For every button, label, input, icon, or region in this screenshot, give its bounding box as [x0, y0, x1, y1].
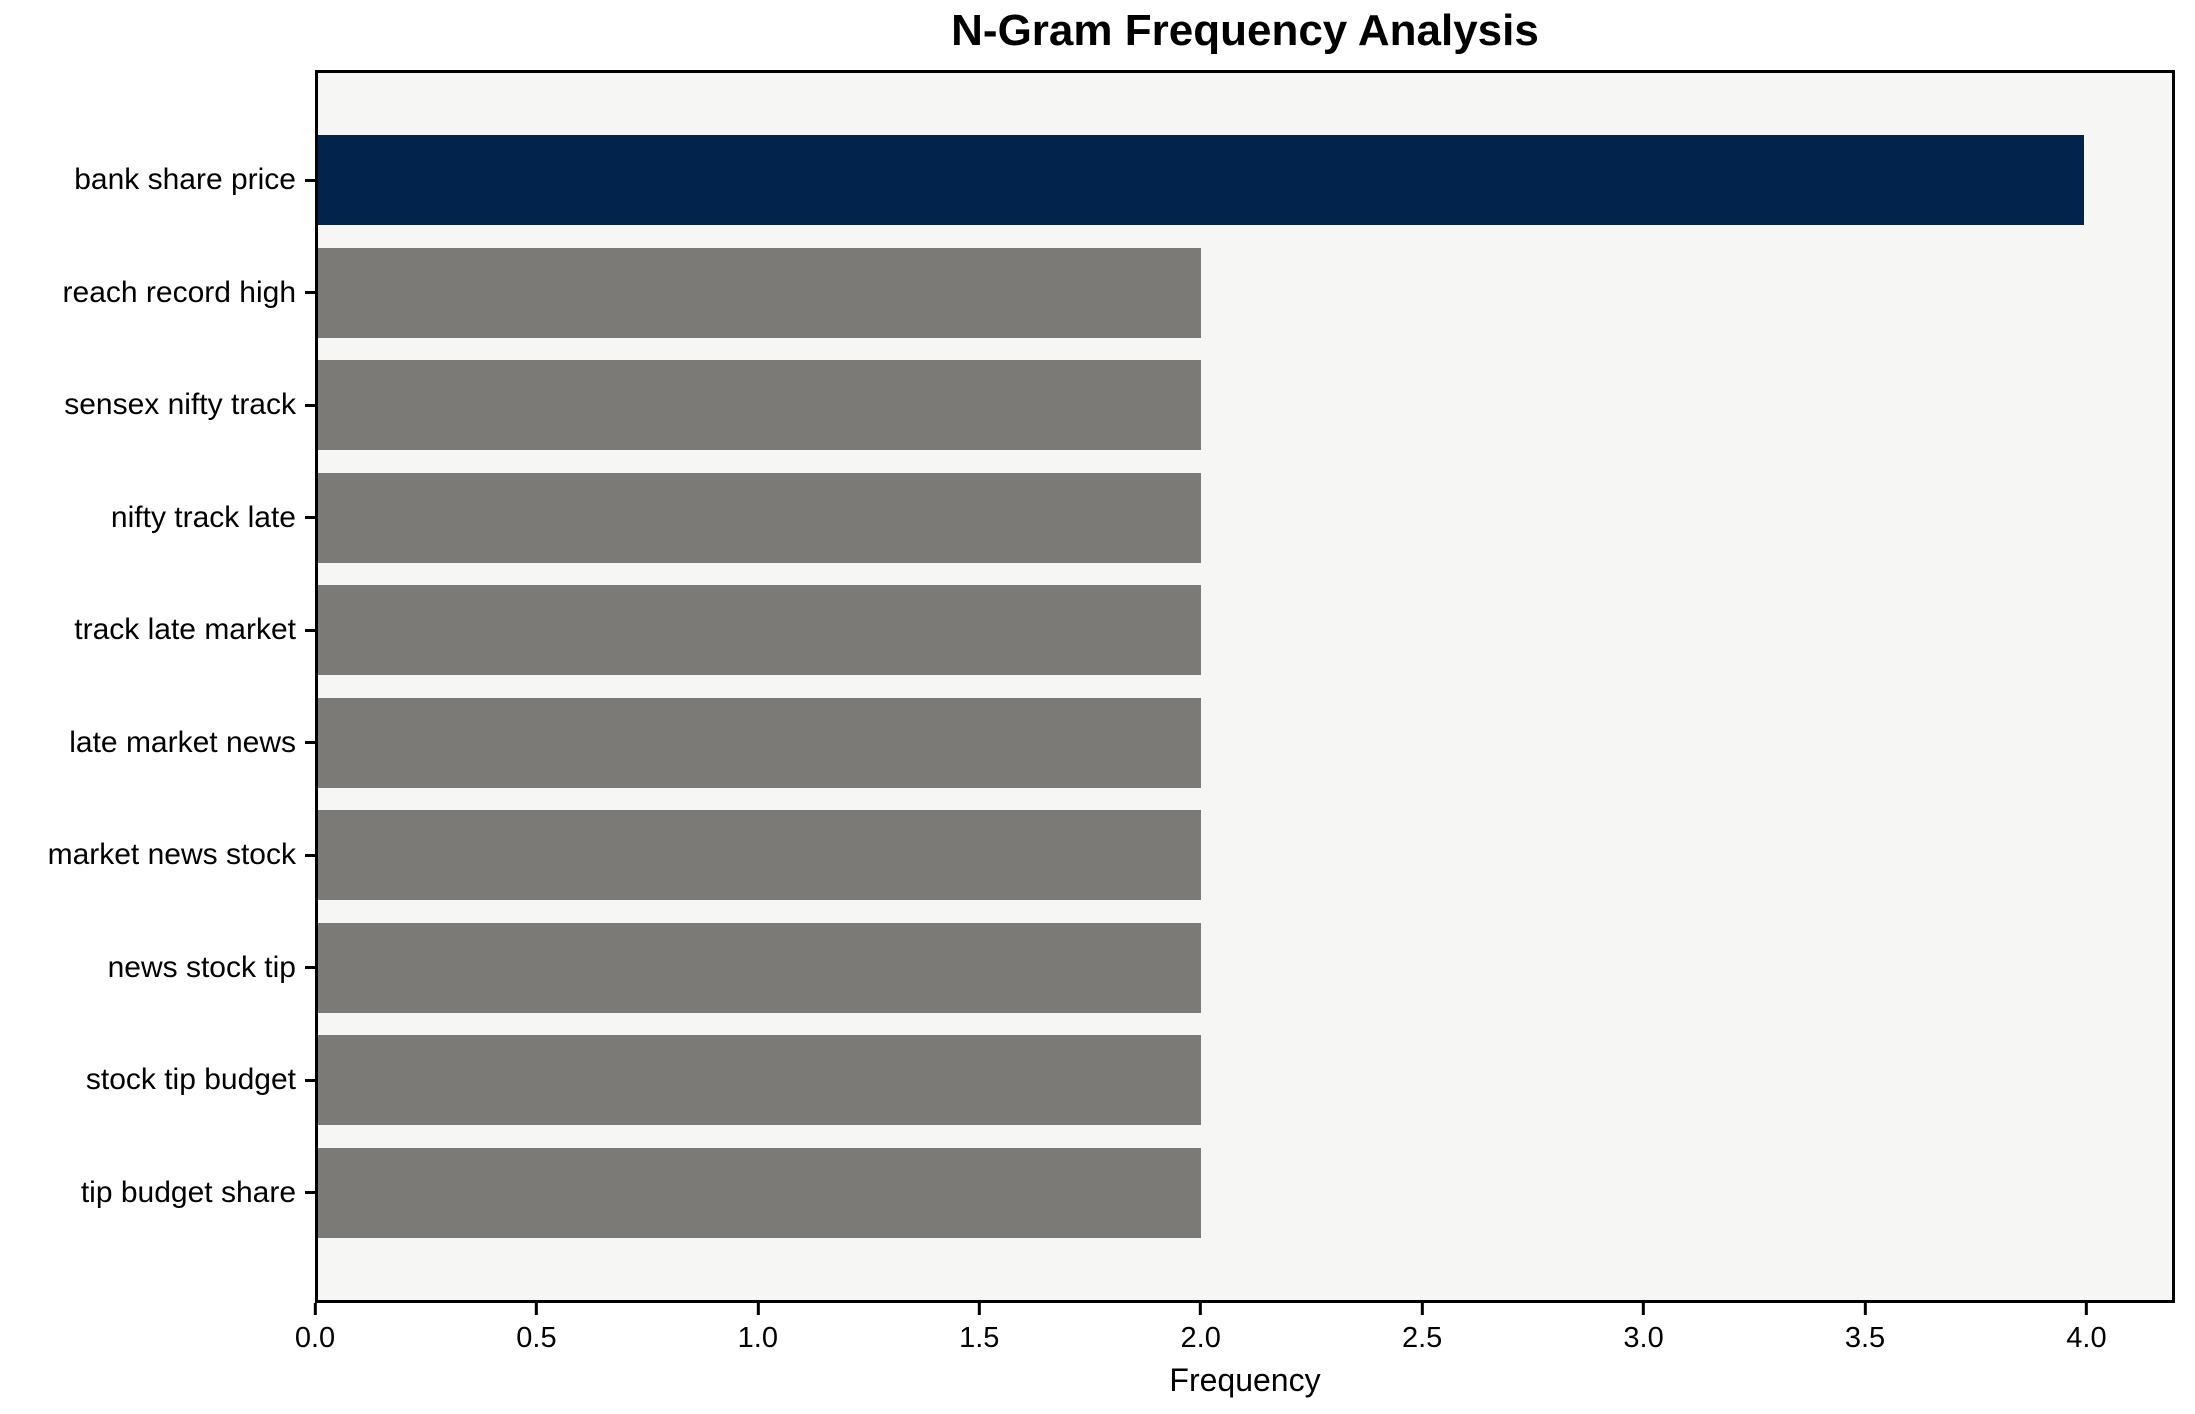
y-tick-mark: [305, 853, 315, 857]
x-tick: 2.0: [1181, 1303, 1221, 1355]
y-tick-row: late market news: [0, 687, 315, 800]
y-tick-row: market news stock: [0, 799, 315, 912]
y-tick-mark: [305, 628, 315, 632]
y-tick-label: reach record high: [62, 275, 296, 309]
x-tick-mark: [1199, 1303, 1203, 1315]
x-tick: 1.5: [959, 1303, 999, 1355]
y-tick-row: nifty track late: [0, 462, 315, 575]
y-tick-label: news stock tip: [107, 950, 296, 984]
bar: [318, 810, 1201, 901]
bar: [318, 1147, 1201, 1238]
bar: [318, 135, 2084, 226]
bar-row: [318, 1137, 2172, 1250]
x-tick-mark: [1863, 1303, 1867, 1315]
x-tick-mark: [313, 1303, 317, 1315]
y-tick-label: tip budget share: [80, 1175, 296, 1209]
bar: [318, 247, 1201, 338]
x-tick: 0.0: [295, 1303, 335, 1355]
y-tick-row: reach record high: [0, 237, 315, 350]
bar-row: [318, 574, 2172, 687]
bar-row: [318, 912, 2172, 1025]
bar: [318, 472, 1201, 563]
x-tick-label: 3.0: [1623, 1322, 1664, 1354]
x-axis-title: Frequency: [1169, 1362, 1321, 1398]
x-tick-label: 0.5: [516, 1322, 557, 1354]
bar: [318, 1035, 1201, 1126]
x-axis: 0.0 0.5 1.0 1.5 2.0 2.5 3.0 3.5 4.0: [295, 1303, 2175, 1393]
y-tick-mark: [305, 516, 315, 520]
x-tick-mark: [1642, 1303, 1646, 1315]
x-tick-label: 2.5: [1401, 1322, 1443, 1354]
chart-title: N-Gram Frequency Analysis: [951, 6, 1539, 55]
x-tick-mark: [2084, 1303, 2088, 1315]
x-tick: 3.5: [1845, 1303, 1885, 1355]
x-tick-mark: [756, 1303, 760, 1315]
x-tick: 3.0: [1623, 1303, 1664, 1355]
y-tick-label: market news stock: [47, 838, 296, 872]
plot-area: [315, 70, 2175, 1303]
y-tick-row: track late market: [0, 574, 315, 687]
bar: [318, 360, 1201, 451]
y-tick-row: sensex nifty track: [0, 349, 315, 462]
bar-row: [318, 124, 2172, 237]
x-tick: 0.5: [516, 1303, 557, 1355]
y-tick-label: sensex nifty track: [64, 388, 296, 422]
y-tick-row: bank share price: [0, 124, 315, 237]
bar-row: [318, 237, 2172, 350]
y-tick-label: late market news: [69, 725, 296, 759]
y-tick-mark: [305, 291, 315, 295]
bar-row: [318, 687, 2172, 800]
y-tick-mark: [305, 1191, 315, 1195]
x-tick-mark: [1420, 1303, 1424, 1315]
bar-row: [318, 1024, 2172, 1137]
x-tick: 2.5: [1402, 1303, 1442, 1355]
x-tick-label: 4.0: [2066, 1322, 2107, 1354]
y-tick-label: nifty track late: [110, 500, 296, 534]
bar: [318, 585, 1201, 676]
bar: [318, 697, 1201, 788]
y-tick-row: news stock tip: [0, 912, 315, 1025]
y-tick-mark: [305, 966, 315, 970]
bar-row: [318, 799, 2172, 912]
y-axis: bank share price reach record high sensex …: [0, 70, 315, 1303]
x-tick-label: 2.0: [1180, 1322, 1221, 1354]
y-tick-mark: [305, 1078, 315, 1082]
x-tick-label: 0.0: [294, 1322, 336, 1354]
bar-row: [318, 349, 2172, 462]
x-tick-label: 1.0: [737, 1322, 779, 1354]
y-tick-label: stock tip budget: [85, 1063, 296, 1097]
x-tick-label: 1.5: [959, 1322, 1000, 1354]
y-tick-mark: [305, 741, 315, 745]
x-tick-label: 3.5: [1844, 1322, 1886, 1354]
x-tick: 1.0: [738, 1303, 778, 1355]
y-tick-label: track late market: [74, 613, 296, 647]
y-tick-label: bank share price: [74, 163, 296, 197]
x-tick: 4.0: [2066, 1303, 2107, 1355]
x-tick-mark: [534, 1303, 538, 1315]
y-tick-row: stock tip budget: [0, 1024, 315, 1137]
x-tick-mark: [977, 1303, 981, 1315]
y-tick-row: tip budget share: [0, 1137, 315, 1250]
bar: [318, 922, 1201, 1013]
bar-row: [318, 462, 2172, 575]
y-tick-mark: [305, 178, 315, 182]
y-tick-mark: [305, 403, 315, 407]
